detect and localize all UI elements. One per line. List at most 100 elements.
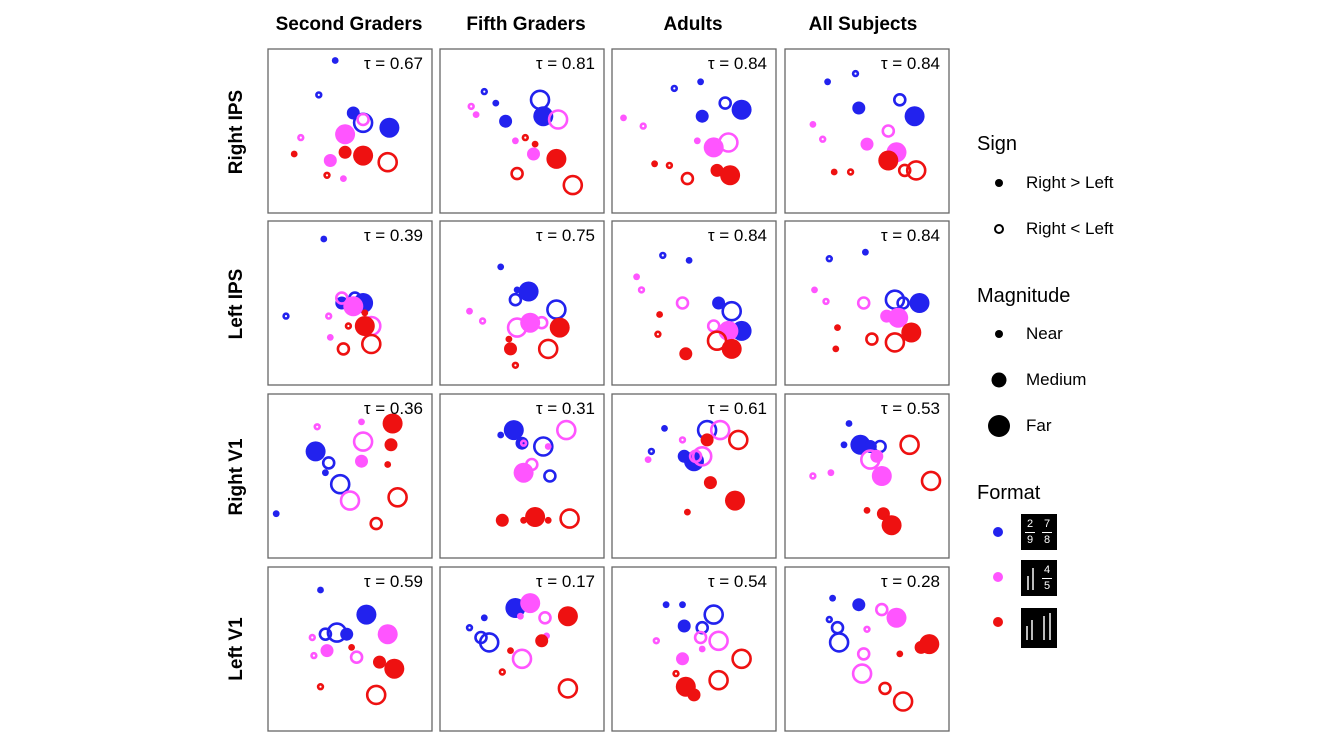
data-point [827, 469, 835, 477]
data-point [675, 296, 690, 310]
data-point [860, 137, 874, 151]
data-point [315, 91, 323, 99]
data-point [310, 651, 318, 660]
tau-label: τ = 0.54 [708, 572, 767, 591]
data-point [697, 78, 704, 86]
data-point [620, 114, 627, 122]
data-point [508, 292, 523, 307]
data-point [700, 433, 714, 447]
data-point [505, 335, 513, 343]
data-point [709, 419, 731, 441]
data-point [662, 601, 670, 609]
data-point [361, 309, 369, 317]
data-point [824, 78, 831, 86]
data-point [503, 420, 524, 441]
format-digit: 5 [1043, 580, 1051, 592]
data-point [691, 445, 713, 467]
data-point [318, 627, 333, 642]
legend-magnitude-far: Far [1026, 416, 1052, 435]
data-point [272, 510, 280, 518]
data-point [377, 151, 399, 173]
panel-frame [611, 393, 777, 559]
data-point [538, 610, 552, 625]
data-point [829, 594, 836, 602]
column-title-second-graders: Second Graders [275, 14, 423, 35]
data-point [905, 160, 927, 181]
panel-left-ips-all-subjects: τ = 0.84 [784, 220, 950, 386]
row-title-right-v1: Right V1 [226, 438, 247, 516]
data-point [720, 165, 741, 186]
data-point [317, 586, 324, 594]
legend-format-nonsymbolic-dot [993, 617, 1003, 627]
legend-format-mixed-dot [993, 572, 1003, 582]
line-bar [1032, 568, 1034, 590]
data-point [547, 109, 569, 130]
format-digit: 9 [1026, 534, 1034, 546]
line-bar [1026, 626, 1028, 640]
panel-right-ips-fifth-graders: τ = 0.81 [439, 48, 605, 214]
data-point [679, 347, 693, 361]
data-point [633, 273, 640, 281]
legend-hollow-dot [994, 224, 1004, 234]
data-point [840, 441, 848, 449]
data-point [326, 334, 334, 341]
panel-right-ips-all-subjects: τ = 0.84 [784, 48, 950, 214]
data-point [466, 307, 473, 315]
tau-label: τ = 0.39 [364, 226, 423, 245]
panel-right-v1-adults: τ = 0.61 [611, 393, 777, 559]
data-point [818, 135, 827, 143]
data-point [546, 148, 567, 169]
data-point [349, 650, 364, 665]
row-title-right-ips: Right IPS [226, 89, 247, 175]
data-point [535, 634, 549, 648]
data-point [708, 669, 729, 691]
data-point [809, 472, 817, 480]
tau-label: τ = 0.31 [536, 399, 595, 418]
fraction-bar [1025, 532, 1035, 533]
data-point [326, 622, 348, 643]
data-point [465, 623, 474, 632]
panel-frame [611, 220, 777, 386]
data-point [856, 296, 871, 310]
format-symbolic-icon: 2 9 7 8 [1021, 514, 1057, 550]
data-point [672, 669, 680, 678]
data-point [659, 251, 667, 260]
tau-label: τ = 0.53 [881, 399, 940, 418]
data-point [358, 418, 365, 426]
column-title-fifth-graders: Fifth Graders [466, 14, 586, 35]
data-point [495, 513, 509, 527]
data-point [344, 322, 353, 330]
data-point [825, 615, 833, 624]
data-point [834, 324, 841, 331]
data-point [544, 516, 552, 524]
data-point [828, 632, 850, 653]
data-point [852, 101, 866, 115]
panel-frame [267, 393, 433, 559]
data-point [703, 476, 717, 490]
data-point [845, 420, 853, 427]
data-point [537, 338, 559, 360]
data-point [513, 462, 534, 483]
panel-left-ips-adults: τ = 0.84 [611, 220, 777, 386]
panel-frame [267, 220, 433, 386]
data-point [708, 630, 729, 652]
data-point [356, 604, 377, 625]
data-point [680, 171, 695, 186]
panel-frame [784, 393, 950, 559]
data-point [727, 429, 749, 451]
data-point [639, 122, 647, 130]
panel-frame [439, 48, 605, 214]
data-point [518, 281, 539, 302]
data-point [529, 89, 551, 111]
panel-right-v1-fifth-graders: τ = 0.31 [439, 393, 605, 559]
panel-frame [439, 220, 605, 386]
data-point [679, 601, 686, 609]
data-point [321, 456, 336, 470]
data-point [888, 307, 909, 328]
data-point [340, 175, 347, 183]
data-point [467, 102, 475, 111]
data-point [731, 99, 752, 120]
data-point [331, 57, 339, 64]
data-point [878, 681, 892, 696]
